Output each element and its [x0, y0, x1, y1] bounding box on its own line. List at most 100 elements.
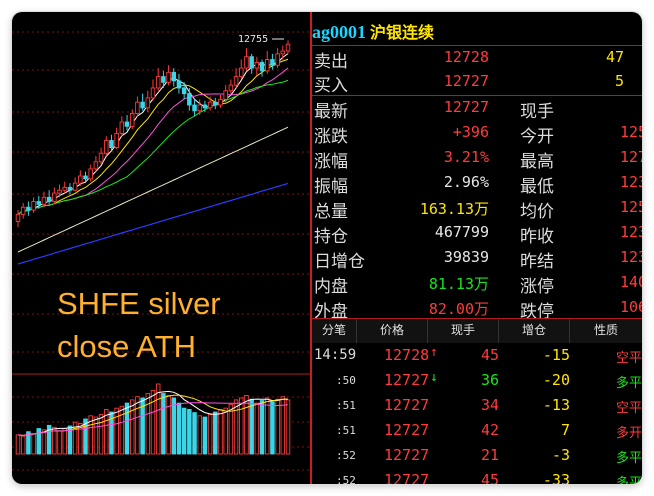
down-arrow-icon: ↓: [430, 370, 438, 385]
tick-price: 12727: [384, 471, 430, 484]
stat-label: 持仓: [314, 227, 348, 247]
volume-bar: [104, 409, 109, 455]
tick-nature: 多平: [616, 376, 642, 391]
tick-time: :52: [336, 449, 356, 462]
buy-row: 买入 12727 5: [312, 70, 642, 96]
tick-hand: 21: [480, 446, 499, 464]
sell-row: 卖出 12728 47: [312, 46, 642, 72]
volume-bar: [129, 399, 135, 455]
tick-time: 14:59: [314, 347, 357, 363]
header-nature[interactable]: 性质: [570, 319, 642, 343]
stat-value-2: 140: [620, 273, 642, 291]
buy-qty: 5: [614, 72, 624, 90]
tick-row: :52 12727 21 -3 多平: [312, 443, 642, 468]
volume-bar: [78, 423, 83, 455]
candle-body: [15, 213, 21, 222]
volume-bar: [161, 393, 166, 455]
stat-label-2: 昨结: [520, 252, 554, 272]
tick-row: :50 12727 ↓ 36 -20 多平: [312, 368, 642, 393]
volume-bar: [270, 401, 275, 455]
ma-line: [17, 79, 289, 215]
stat-row: 涨跌 +396 今开 125: [312, 121, 642, 147]
candle-body: [104, 140, 109, 154]
volume-bar: [239, 397, 244, 455]
stat-value: 2.96%: [443, 173, 489, 191]
candle-body: [109, 140, 114, 149]
stat-value: 3.21%: [443, 148, 489, 166]
candle-body: [67, 186, 73, 191]
volume-bar: [140, 397, 145, 455]
candle-body: [93, 161, 99, 170]
volume-bar: [254, 402, 260, 455]
tick-hand: 45: [480, 471, 499, 484]
tick-oi-change: 7: [560, 421, 570, 439]
stat-label-2: 现手: [520, 102, 554, 122]
buy-price: 12727: [443, 72, 489, 90]
header-open-interest-change[interactable]: 增仓: [499, 319, 570, 343]
caption-line1: SHFE silver: [57, 286, 221, 321]
candle-body: [119, 121, 125, 134]
stat-value-2: 125: [620, 123, 642, 141]
ma-line: [17, 58, 289, 215]
contract-name: 沪银连续: [370, 23, 435, 42]
volume-ma-line: [17, 402, 289, 437]
stat-label: 日增仓: [314, 252, 365, 272]
volume-bar: [166, 395, 171, 455]
divider: [312, 318, 642, 319]
candle-body: [46, 196, 52, 203]
stat-value-2: 106: [620, 298, 642, 316]
stat-value-2: 123: [620, 223, 642, 241]
stat-value: +396: [452, 123, 489, 141]
header-price[interactable]: 价格: [357, 319, 428, 343]
candle-body: [57, 189, 62, 194]
volume-bar: [98, 414, 104, 455]
stat-value: 39839: [443, 248, 489, 266]
header-hand[interactable]: 现手: [428, 319, 499, 343]
tick-row: 14:59 12728 ↑ 45 -15 空平: [312, 343, 642, 368]
candle-body: [207, 101, 213, 109]
header-tick[interactable]: 分笔: [312, 319, 357, 343]
stat-label: 涨跌: [314, 127, 348, 147]
stat-value-2: 123: [620, 173, 642, 191]
tick-price: 12727: [384, 371, 430, 389]
candle-body: [275, 53, 280, 66]
tick-time: :51: [336, 399, 356, 412]
volume-bar: [244, 395, 249, 455]
candle-body: [26, 206, 31, 211]
candle-body: [228, 84, 234, 92]
volume-bar: [176, 402, 182, 455]
candle-body: [129, 113, 135, 127]
candlestick-chart: 12755: [12, 31, 310, 471]
volume-bar: [109, 411, 114, 455]
tick-hand: 36: [480, 371, 499, 389]
volume-bar: [181, 407, 187, 455]
volume-bar: [249, 398, 254, 455]
volume-bar: [233, 399, 239, 455]
candle-body: [213, 101, 218, 106]
volume-bar: [228, 403, 234, 455]
stat-row: 外盘 82.00万 跌停 106: [312, 296, 642, 322]
volume-bar: [171, 397, 177, 455]
tick-time: :52: [336, 474, 356, 484]
tick-oi-change: -3: [551, 446, 570, 464]
candle-body: [41, 196, 47, 205]
candle-body: [145, 97, 151, 109]
candle-body: [140, 101, 145, 109]
candle-body: [135, 101, 140, 114]
volume-bar: [145, 393, 151, 455]
volume-bar: [119, 405, 125, 455]
sell-qty: 47: [605, 48, 624, 66]
stat-label-2: 最低: [520, 177, 554, 197]
volume-bar: [187, 409, 192, 455]
candle-body: [192, 104, 197, 112]
contract-title: ag0001 沪银连续: [312, 19, 642, 45]
tick-row: :51 12727 34 -13 空平: [312, 393, 642, 418]
volume-bar: [264, 397, 270, 455]
stat-value: 12727: [443, 98, 489, 116]
volume-bar: [57, 430, 62, 455]
stat-label: 总量: [314, 202, 348, 222]
sell-label: 卖出: [314, 52, 348, 72]
stat-label-2: 均价: [520, 202, 554, 222]
volume-bar: [259, 400, 265, 455]
tick-nature: 多平: [616, 451, 642, 466]
